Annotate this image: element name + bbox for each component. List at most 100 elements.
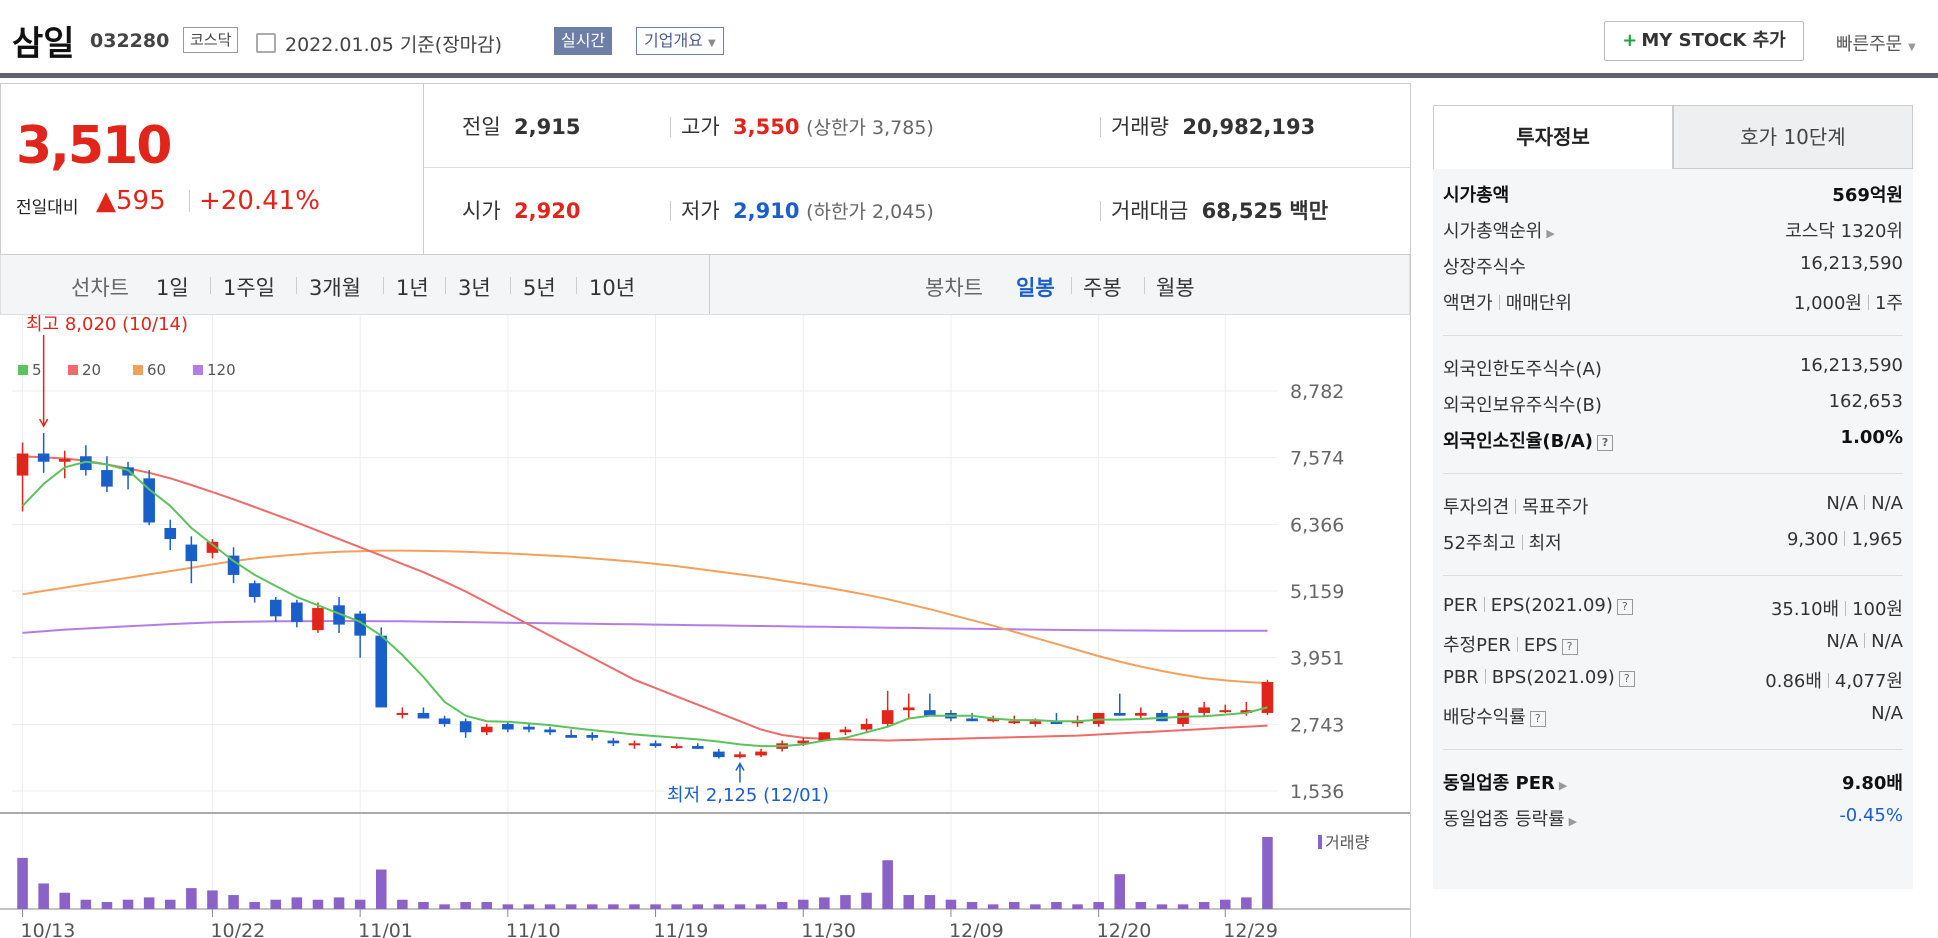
quick-order-button[interactable]: 빠른주문 ▼ [1836, 30, 1916, 56]
est-per-label-text: 추정PER [1443, 635, 1511, 656]
divider [1100, 201, 1101, 221]
candle-body [523, 726, 535, 730]
help-icon[interactable]: ? [1561, 639, 1578, 655]
dividend-row: 배당수익률? N/A [1443, 703, 1903, 733]
eps-label-text: EPS(2021.09) [1490, 595, 1613, 616]
volume-bar [924, 895, 936, 909]
volume-bar [861, 892, 872, 909]
help-icon[interactable]: ? [1616, 599, 1633, 615]
period-6[interactable]: 10년 [589, 276, 636, 300]
candle-body [755, 751, 767, 756]
high-value: 3,550 [733, 115, 800, 139]
tab-invest-info[interactable]: 투자정보 [1433, 105, 1673, 169]
w52-high-label: 52주최고 [1443, 533, 1516, 554]
ma20-line [22, 455, 1268, 742]
sector-rate-row[interactable]: 동일업종 등락률 ▶ -0.45% [1443, 805, 1903, 835]
foreign-limit-value: 16,213,590 [1799, 355, 1903, 376]
candle-body [713, 751, 725, 758]
add-my-stock-button[interactable]: + MY STOCK 추가 [1604, 21, 1804, 61]
price-change: ▲595 [96, 186, 166, 216]
low-annotation: 최저 2,125 (12/01) [667, 785, 829, 806]
w52-value: 9,300 1,965 [1787, 529, 1903, 550]
rank-label-text: 시가총액순위 [1443, 221, 1543, 242]
per-label: PER EPS(2021.09)? [1443, 595, 1633, 616]
volume-bar [629, 904, 640, 909]
x-tick-label: 10/13 [21, 920, 76, 938]
volume-bar [17, 857, 28, 909]
rank-label: 시가총액순위 ▶ [1443, 217, 1555, 243]
volume-bar [375, 869, 387, 909]
divider [383, 277, 384, 294]
rank-row[interactable]: 시가총액순위 ▶ 코스닥 1320위 [1443, 217, 1903, 247]
volume-bar [354, 899, 366, 909]
tab-hoga[interactable]: 호가 10단계 [1673, 105, 1913, 169]
candle-body [1135, 712, 1147, 716]
foreign-hold-row: 외국인보유주식수(B) 162,653 [1443, 391, 1903, 421]
candle-2[interactable]: 월봉 [1156, 276, 1195, 300]
unit-value-text: 1주 [1874, 293, 1903, 314]
opinion-value-text: N/A [1826, 493, 1859, 514]
invest-info-panel: 투자정보 호가 10단계 시가총액 569억원 시가총액순위 ▶ 코스닥 1320위 … [1410, 83, 1938, 938]
legend-label: 20 [82, 361, 101, 379]
help-icon[interactable]: ? [1618, 671, 1635, 687]
realtime-button[interactable]: 실시간 [554, 27, 613, 55]
volume-bar [1072, 904, 1083, 909]
volume-bar [186, 888, 197, 909]
pbr-label: PBR BPS(2021.09)? [1443, 667, 1635, 688]
divider [1498, 295, 1500, 310]
candle-body [607, 740, 620, 744]
period-5[interactable]: 5년 [523, 276, 556, 300]
est-per-label: 추정PER EPS? [1443, 631, 1578, 657]
w52-low-value: 1,965 [1851, 529, 1903, 550]
candle-0[interactable]: 일봉 [1016, 276, 1055, 300]
volume-bar [819, 897, 830, 909]
bps-label-text: BPS(2021.09) [1491, 667, 1615, 688]
low-arrow-head [735, 761, 745, 771]
volume-bar [502, 904, 514, 909]
period-4[interactable]: 3년 [458, 276, 491, 300]
open-value: 2,920 [514, 199, 581, 223]
period-3[interactable]: 1년 [396, 276, 429, 300]
volume-bar [1030, 904, 1041, 909]
divider [1443, 575, 1903, 576]
stock-chart: 8,782 7,574 6,366 5,159 3,951 2,743 1,536 10/13… [0, 315, 1410, 938]
prev-close-value: 2,915 [514, 115, 581, 139]
current-price: 3,510 [16, 116, 172, 176]
help-icon[interactable]: ? [1529, 711, 1546, 727]
candle-body [502, 723, 514, 730]
company-info-dropdown[interactable]: 기업개요 ▼ [636, 27, 724, 55]
sector-rate-value: -0.45% [1839, 805, 1903, 826]
help-icon[interactable]: ? [1597, 435, 1614, 451]
stats-row-2: 시가 2,920 저가 2,910 (하한가 2,045) 거래대금 68,52… [424, 168, 1410, 252]
candle-body [227, 555, 240, 575]
opinion-label-text: 투자의견 [1443, 497, 1510, 518]
price-summary: 3,510 전일대비 ▲595 +20.41% [0, 83, 424, 255]
sector-rate-label-text: 동일업종 등락률 [1443, 809, 1565, 830]
y-tick-label: 2,743 [1290, 714, 1344, 736]
divider [1844, 531, 1846, 546]
high-arrow-head [38, 418, 49, 428]
period-1[interactable]: 1주일 [223, 276, 276, 300]
period-0[interactable]: 1일 [156, 276, 189, 300]
divider [1144, 277, 1145, 294]
open-price: 시가 2,920 [462, 195, 580, 225]
volume-bar [164, 899, 176, 909]
legend-label: 120 [207, 361, 236, 379]
high-label: 고가 [681, 115, 720, 139]
candle-body [987, 718, 999, 722]
sector-per-row[interactable]: 동일업종 PER ▶ 9.80배 [1443, 769, 1903, 799]
candle-body [860, 723, 873, 730]
volume-bar [122, 899, 134, 909]
legend-label: 5 [32, 361, 42, 379]
volume-bar [755, 904, 767, 909]
volume-bar [586, 904, 598, 909]
market-cap-value: 569 [1832, 185, 1870, 206]
foreign-rate-label-text: 외국인소진율(B/A) [1443, 431, 1594, 452]
candle-body [417, 712, 430, 719]
legend-swatch [193, 365, 203, 375]
stock-name: 삼일 [12, 24, 75, 64]
candle-body [691, 746, 704, 749]
opinion-row: 투자의견 목표주가 N/A N/A [1443, 493, 1903, 523]
period-2[interactable]: 3개월 [309, 276, 362, 300]
candle-1[interactable]: 주봉 [1083, 276, 1122, 300]
